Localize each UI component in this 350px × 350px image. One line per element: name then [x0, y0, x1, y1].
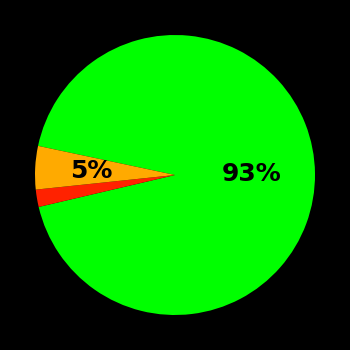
Wedge shape	[35, 146, 175, 190]
Text: 93%: 93%	[222, 162, 282, 186]
Text: 5%: 5%	[70, 159, 112, 183]
Wedge shape	[38, 35, 315, 315]
Wedge shape	[36, 175, 175, 207]
